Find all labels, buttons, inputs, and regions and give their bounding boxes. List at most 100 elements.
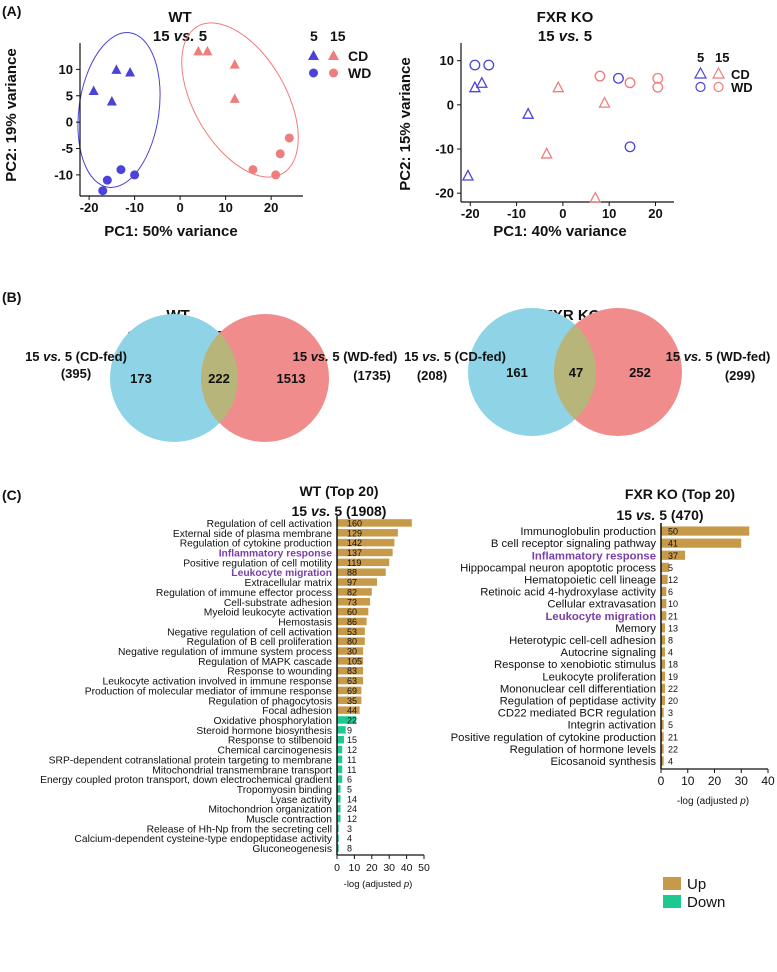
data-point-wd <box>275 149 285 159</box>
go-gene-count: 53 <box>347 627 357 637</box>
venn-wt-left-total: (395) <box>61 366 91 381</box>
go-term-label: Cell-substrate adhesion <box>224 598 332 609</box>
go-bar <box>661 623 666 633</box>
go-gene-count: 142 <box>347 538 362 548</box>
x-tick-label: 10 <box>218 200 232 215</box>
go-gene-count: 19 <box>668 672 678 682</box>
go-gene-count: 137 <box>347 548 362 558</box>
go-gene-count: 24 <box>347 804 357 814</box>
go-term-label: Response to xenobiotic stimulus <box>494 659 656 671</box>
legend-cd-label: CD <box>348 48 368 64</box>
pca-plot-fxrko: FXR KO 15 vs. 5 -20 -10 0 10 20 -20 -10 0 10 PC1… <box>397 9 753 240</box>
go-bar <box>337 617 367 626</box>
go-gene-count: 3 <box>347 824 352 834</box>
go-bar <box>337 844 339 852</box>
data-point-wd <box>624 77 636 89</box>
go-gene-count: 50 <box>668 527 678 537</box>
go-gene-count: 160 <box>347 518 362 528</box>
go-ko-xlabel: -log (adjusted p) <box>677 796 749 807</box>
venn-wt-overlap-count: 222 <box>208 371 230 386</box>
go-bar <box>337 775 343 783</box>
go-term-label: Inflammatory response <box>219 548 333 559</box>
go-term-label: Tropomyosin binding <box>237 785 332 796</box>
venn-ko-left-only: 161 <box>506 365 528 380</box>
venn-ko-left-label: 15 vs. 5 (CD-fed) <box>404 349 506 364</box>
go-bar <box>337 834 339 842</box>
go-gene-count: 12 <box>668 575 678 585</box>
data-point-cd <box>202 45 213 56</box>
venn-ko-right-label: 15 vs. 5 (WD-fed) <box>666 349 771 364</box>
go-gene-count: 13 <box>668 623 678 633</box>
pca-plot-wt: WT 15 vs. 5 -20 -10 0 10 20 -10 -5 0 5 10 PC1: 50… <box>3 9 371 240</box>
go-bar <box>661 611 667 621</box>
data-point-cd <box>111 64 122 74</box>
go-bar <box>337 548 393 557</box>
go-term-label: Response to wounding <box>227 667 332 678</box>
go-gene-count: 8 <box>668 635 673 645</box>
go-term-label: Mitochondrion organization <box>208 805 332 816</box>
x-tick-label: 20 <box>264 200 278 215</box>
go-term-label: Positive regulation of cell motility <box>183 558 333 569</box>
go-term-label: Extracellular matrix <box>244 578 332 589</box>
legend-day15-label: 15 <box>330 28 346 44</box>
x-tick-label: 20 <box>366 862 378 874</box>
legend-day5-label: 5 <box>697 50 704 65</box>
go-term-label: Mitochondrial transmembrane transport <box>152 765 332 776</box>
go-gene-count: 10 <box>668 599 678 609</box>
go-bar <box>661 526 750 536</box>
data-point-cd <box>589 191 602 203</box>
data-point-wd <box>652 81 664 93</box>
pca-ko-subtitle: 15 vs. 5 <box>538 28 592 45</box>
go-bar <box>337 647 364 655</box>
go-gene-count: 5 <box>668 563 673 573</box>
y-tick-label: -20 <box>435 186 454 201</box>
go-bar <box>337 785 341 793</box>
go-term-label: Regulation of immune effector process <box>156 588 332 599</box>
data-point-wd <box>483 59 495 71</box>
go-gene-count: 6 <box>668 587 673 597</box>
go-wt-xlabel: -log (adjusted p) <box>344 879 413 890</box>
cluster-ellipse-day5 <box>77 32 161 188</box>
y-tick-label: -5 <box>61 141 73 156</box>
go-term-label: Gluconeogenesis <box>252 844 332 855</box>
venn-ko-right-only: 252 <box>629 365 651 380</box>
panel-label-a: (A) <box>2 3 21 19</box>
data-point-wd <box>98 186 108 196</box>
y-tick-label: -10 <box>435 142 454 157</box>
pca-ko-legend: 5 15 CD WD <box>693 50 753 95</box>
pca-ko-xlabel: PC1: 40% variance <box>493 223 626 240</box>
go-bar <box>337 558 390 567</box>
go-legend: Up Down <box>663 876 725 911</box>
go-bar <box>337 607 369 616</box>
x-tick-label: 50 <box>418 862 430 874</box>
data-point-cd <box>522 107 535 119</box>
go-term-label: Regulation of peptidase activity <box>500 695 657 707</box>
x-tick-label: 40 <box>401 862 413 874</box>
go-bar <box>337 706 360 714</box>
go-bar <box>337 726 346 734</box>
go-bar <box>661 562 670 572</box>
go-gene-count: 37 <box>668 551 678 561</box>
pca-wt-title: WT <box>168 9 191 26</box>
legend-cd-label: CD <box>731 67 750 82</box>
go-bar <box>661 550 686 560</box>
go-bar <box>337 598 371 606</box>
go-gene-count: 69 <box>347 686 357 696</box>
go-bar <box>661 599 667 609</box>
data-point-wd <box>652 72 664 84</box>
pca-wt-ylabel: PC2: 19% variance <box>3 48 20 181</box>
go-bar-chart-fxrko: FXR KO (Top 20) 15 vs. 5 (470) Immunoglo… <box>451 486 775 807</box>
go-wt-subtitle: 15 vs. 5 (1908) <box>292 503 387 519</box>
go-bar <box>337 529 398 537</box>
legend-wd-day15-marker <box>713 81 724 93</box>
x-tick-label: 10 <box>349 862 361 874</box>
data-point-cd <box>125 67 136 77</box>
go-gene-count: 12 <box>347 814 357 824</box>
go-gene-count: 82 <box>347 587 357 597</box>
venn-wt-right-circle <box>201 314 329 442</box>
go-term-label: Regulation of phagocytosis <box>208 696 332 707</box>
go-gene-count: 97 <box>347 578 357 588</box>
go-bar <box>337 745 343 754</box>
go-bar <box>661 707 664 718</box>
pca-wt-subtitle: 15 vs. 5 <box>153 28 207 45</box>
